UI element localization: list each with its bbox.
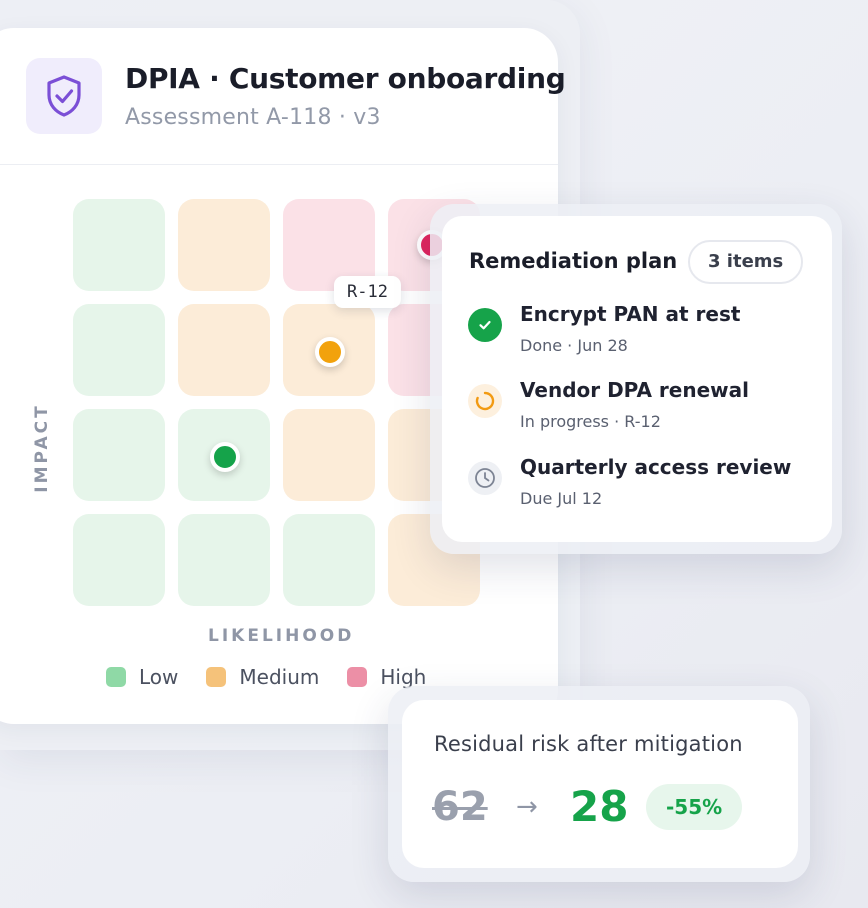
legend-item-high: High <box>347 665 426 689</box>
residual-before-score: 62 <box>432 784 488 830</box>
clock-icon <box>468 461 502 495</box>
task-item-vendor-dpa[interactable]: Vendor DPA renewal In progress · R-12 <box>468 378 749 431</box>
task-meta: Done · Jun 28 <box>520 336 628 355</box>
matrix-cell-low[interactable] <box>73 514 165 606</box>
residual-risk-card: Residual risk after mitigation 62 → 28 -… <box>402 700 798 868</box>
residual-after-score: 28 <box>570 782 629 831</box>
card-header: DPIA · Customer onboarding Assessment A-… <box>26 58 566 134</box>
marker-tag-r12: R-12 <box>334 276 401 308</box>
matrix-cell-medium[interactable] <box>283 409 375 501</box>
x-axis-label: LIKELIHOOD <box>208 626 355 646</box>
risk-marker-medium[interactable] <box>315 337 345 367</box>
legend-swatch-medium <box>206 667 227 687</box>
remediation-title: Remediation plan <box>469 249 678 273</box>
matrix-cell-medium[interactable] <box>178 199 270 291</box>
check-circle-icon <box>468 308 502 342</box>
task-item-encrypt-pan[interactable]: Encrypt PAN at rest Done · Jun 28 <box>468 302 740 355</box>
matrix-cell-low[interactable] <box>73 304 165 396</box>
task-title: Encrypt PAN at rest <box>520 302 741 326</box>
remediation-card: Remediation plan 3 items Encrypt PAN at … <box>442 216 832 542</box>
matrix-cell-low[interactable] <box>73 409 165 501</box>
y-axis-label: IMPACT <box>32 403 52 493</box>
matrix-cell-high[interactable] <box>283 199 375 291</box>
task-title: Quarterly access review <box>520 455 792 479</box>
shield-check-icon <box>47 75 81 117</box>
risk-legend: Low Medium High <box>106 665 454 689</box>
matrix-cell-low[interactable] <box>178 514 270 606</box>
legend-item-medium: Medium <box>206 665 319 689</box>
task-meta: In progress · R-12 <box>520 412 661 431</box>
task-item-access-review[interactable]: Quarterly access review Due Jul 12 <box>468 455 791 508</box>
page-title: DPIA · Customer onboarding <box>125 62 566 95</box>
legend-label-low: Low <box>139 665 179 689</box>
progress-spinner-icon <box>468 384 502 418</box>
task-meta: Due Jul 12 <box>520 489 603 508</box>
reduction-badge: -55% <box>646 784 743 830</box>
matrix-cell-low[interactable] <box>73 199 165 291</box>
residual-risk-title: Residual risk after mitigation <box>434 732 743 756</box>
assessment-subtitle: Assessment A-118 · v3 <box>125 105 381 130</box>
legend-label-high: High <box>380 665 427 689</box>
legend-item-low: Low <box>106 665 178 689</box>
risk-marker-low[interactable] <box>210 442 240 472</box>
legend-swatch-low <box>106 667 126 687</box>
arrow-right-icon: → <box>516 792 538 822</box>
header-divider <box>0 164 558 165</box>
legend-label-medium: Medium <box>239 665 320 689</box>
items-count-badge[interactable]: 3 items <box>688 240 804 284</box>
matrix-cell-low[interactable] <box>283 514 375 606</box>
shield-icon-container <box>26 58 102 134</box>
matrix-cell-medium[interactable] <box>178 304 270 396</box>
legend-swatch-high <box>347 667 368 687</box>
task-title: Vendor DPA renewal <box>520 378 749 402</box>
